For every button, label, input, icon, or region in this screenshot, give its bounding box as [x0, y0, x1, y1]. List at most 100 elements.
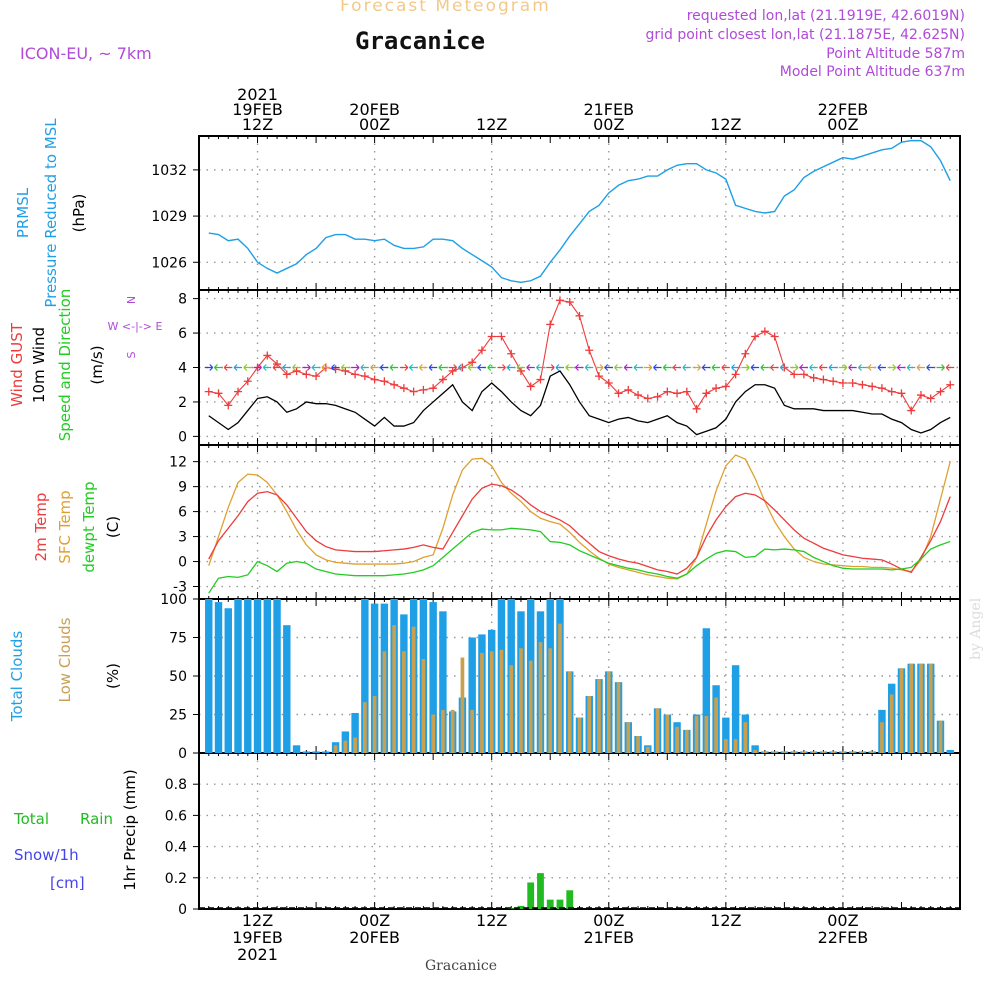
low-cloud-bar [772, 751, 777, 753]
gust-marker [692, 404, 701, 413]
gust-marker [234, 387, 243, 396]
total-cloud-bar [273, 599, 281, 753]
gust-marker [877, 384, 886, 393]
low-cloud-bar [675, 726, 679, 753]
low-cloud-bar [684, 729, 689, 753]
wind-axis-label: Wind GUST [8, 322, 26, 407]
gust-marker [526, 382, 535, 391]
low-cloud-bar [441, 709, 445, 753]
gust-marker [916, 391, 925, 400]
wind-direction-arrow [370, 364, 379, 371]
time-label-bottom: 20FEB [349, 928, 400, 947]
low-cloud-bar [333, 745, 338, 753]
time-label-bottom: 00Z [827, 911, 858, 930]
gust-marker [302, 370, 311, 379]
low-cloud-bar [831, 751, 836, 753]
station-name: Gracanice [355, 27, 486, 55]
gust-marker [399, 384, 408, 393]
cloud-axis-label: Total Clouds [8, 631, 26, 723]
y-tick-label: 3 [178, 530, 187, 546]
wind-direction-arrow [672, 364, 682, 371]
low-cloud-bar [587, 696, 592, 753]
wind-direction-arrow [262, 364, 272, 371]
low-cloud-bar [723, 739, 728, 753]
y-tick-label: 6 [178, 505, 187, 521]
time-label-bottom: 19FEB [232, 928, 283, 947]
wind-direction-arrow [682, 364, 691, 371]
total-cloud-bar [283, 625, 291, 753]
low-cloud-bar [909, 663, 914, 753]
y-tick-label: 0.6 [165, 808, 187, 824]
rain-bar [507, 908, 515, 909]
low-cloud-bar [714, 697, 718, 753]
low-cloud-bar [665, 714, 670, 753]
low-cloud-bar [694, 716, 699, 753]
low-cloud-bar [704, 716, 709, 753]
low-cloud-bar [880, 722, 884, 753]
precip-label-rain: Rain [80, 810, 113, 828]
gust-marker [829, 377, 838, 386]
rain-bar [546, 899, 554, 909]
total-cloud-bar [361, 599, 369, 753]
total-cloud-bar [234, 599, 242, 753]
low-cloud-bar [782, 751, 787, 753]
y-tick-label: 0 [178, 429, 187, 445]
time-label-top: 21FEB [583, 100, 634, 119]
low-cloud-bar [343, 740, 348, 753]
wind-direction-arrow [292, 364, 301, 371]
wind-direction-arrow [818, 364, 828, 371]
total-cloud-bar [702, 628, 711, 753]
wind-direction-arrow [418, 364, 428, 371]
gust-marker [292, 366, 301, 375]
gust-marker [838, 379, 847, 387]
gust-marker [243, 377, 252, 386]
wind-direction-arrow [409, 364, 418, 371]
wind-direction-arrow [623, 364, 633, 371]
gust-marker [546, 320, 555, 329]
gust-marker [643, 394, 652, 403]
gust-marker [663, 387, 672, 396]
gust-marker [946, 380, 955, 389]
low-cloud-bar [363, 702, 367, 753]
gust-marker [312, 372, 321, 381]
time-label-top: 12Z [710, 115, 741, 134]
wind-direction-arrow [204, 364, 214, 371]
y-tick-label: 12 [169, 455, 187, 471]
total-cloud-bar [263, 599, 272, 753]
low-cloud-bar [938, 720, 943, 753]
model-name: ICON-EU, ~ 7km [20, 44, 152, 63]
time-label-bottom: 21FEB [583, 928, 634, 947]
gust-marker [487, 332, 496, 341]
low-cloud-bar [821, 751, 826, 753]
total-cloud-bar [731, 665, 740, 753]
y-tick-label: 100 [160, 592, 187, 608]
wind-direction-arrow [575, 364, 584, 371]
total-cloud-bar [312, 751, 320, 753]
gust-marker [438, 375, 447, 384]
low-cloud-bar [860, 751, 865, 753]
gust-marker [282, 370, 291, 379]
wind-direction-arrow [887, 364, 897, 371]
rain-bar [566, 890, 574, 909]
rain-bar [556, 899, 564, 909]
gust-marker [273, 360, 282, 369]
wind-direction-arrow [565, 364, 574, 371]
low-cloud-bar [802, 751, 806, 753]
compass-south: S [125, 351, 138, 358]
gust-marker [516, 366, 525, 375]
gust-marker [673, 389, 682, 398]
wind-direction-arrow [331, 364, 340, 371]
wind-direction-arrow [302, 364, 311, 371]
wind-direction-arrow [790, 364, 799, 371]
low-cloud-bar [460, 657, 465, 753]
wind-direction-arrow [858, 364, 867, 371]
rain-bar [537, 873, 544, 909]
gust-marker [868, 382, 877, 391]
y-tick-label: 0 [178, 746, 187, 762]
low-cloud-bar [558, 623, 562, 753]
low-cloud-bar [538, 642, 543, 753]
y-tick-label: 0 [178, 555, 187, 571]
gust-marker [897, 389, 906, 398]
cloud-axis-label: Low Clouds [56, 617, 74, 702]
